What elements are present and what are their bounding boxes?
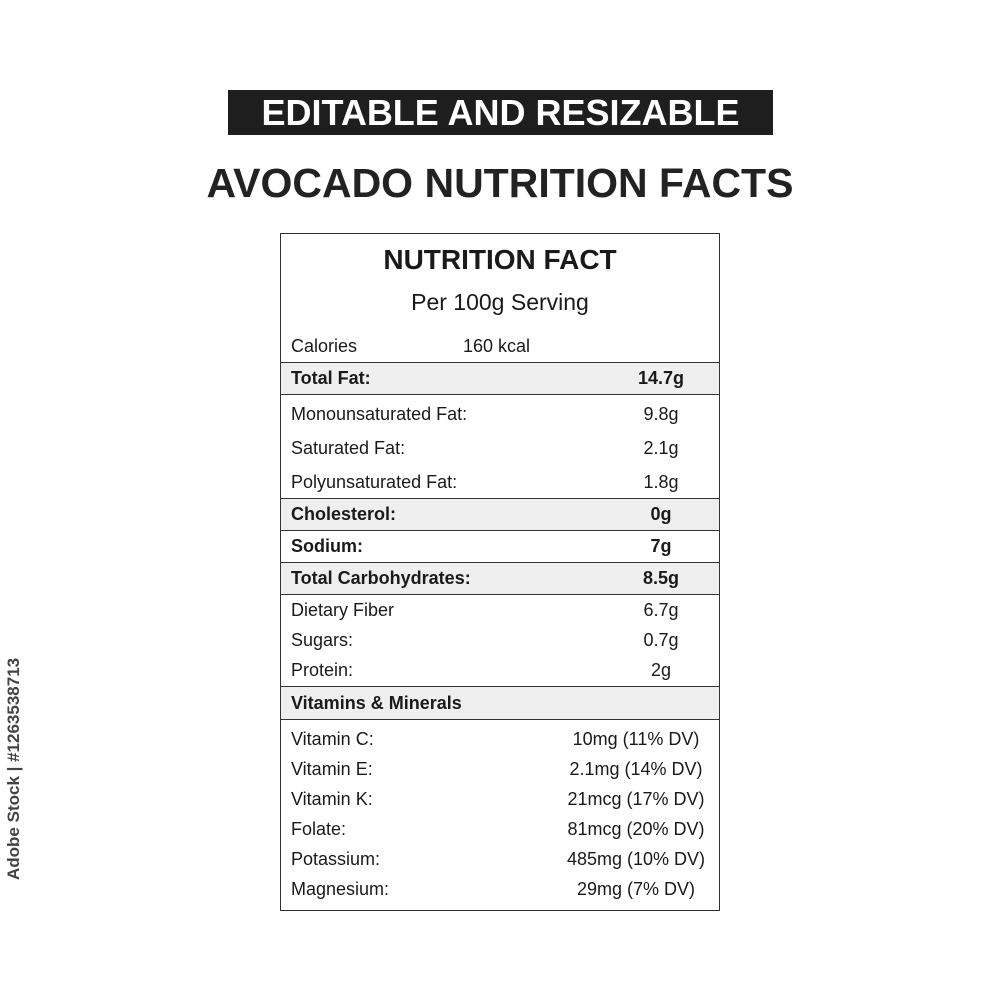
nutrient-value: 1.8g (643, 472, 679, 492)
nutrient-name: Total Fat: (291, 368, 371, 388)
nutrient-value: 81mcg (20% DV) (567, 819, 705, 839)
serving-size: Per 100g Serving (411, 289, 589, 315)
label-heading: NUTRITION FACT (383, 244, 617, 275)
nutrition-label: NUTRITION FACT Per 100g Serving Calories… (280, 233, 720, 911)
page-title: AVOCADO NUTRITION FACTS (206, 160, 794, 206)
calories-label: Calories (291, 336, 358, 356)
nutrient-value: 485mg (10% DV) (566, 849, 706, 869)
nutrient-value: 0.7g (643, 630, 679, 650)
calories-value: 160 kcal (463, 336, 531, 356)
carbs-row: Total Carbohydrates: 8.5g (281, 562, 719, 595)
nutrient-name: Cholesterol: (291, 504, 397, 524)
nutrient-name: Polyunsaturated Fat: (291, 472, 458, 492)
nutrient-value: 29mg (7% DV) (576, 879, 696, 899)
nutrient-name: Total Carbohydrates: (291, 568, 471, 588)
nutrient-value: 14.7g (637, 368, 685, 388)
nutrient-value: 2g (650, 660, 672, 680)
nutrient-value: 6.7g (643, 600, 679, 620)
nutrient-name: Vitamin E: (291, 759, 373, 779)
nutrient-value: 8.5g (642, 568, 680, 588)
nutrient-name: Vitamin C: (291, 729, 374, 749)
nutrient-name: Sodium: (291, 536, 363, 556)
nutrient-value: 7g (650, 536, 672, 556)
banner: EDITABLE AND RESIZABLE (228, 90, 773, 135)
nutrient-name: Sugars: (291, 630, 354, 650)
nutrient-name: Dietary Fiber (291, 600, 395, 620)
nutrient-name: Potassium: (291, 849, 381, 869)
sodium-row: Sodium: 7g (281, 530, 719, 563)
nutrient-value: 2.1mg (14% DV) (569, 759, 703, 779)
calories-row: Calories 160 kcal (291, 336, 530, 357)
vitamins-header: Vitamins & Minerals (281, 686, 719, 720)
nutrient-name: Vitamin K: (291, 789, 373, 809)
cholesterol-row: Cholesterol: 0g (281, 498, 719, 531)
nutrient-name: Protein: (291, 660, 354, 680)
nutrient-value: 2.1g (643, 438, 679, 458)
nutrient-value: 10mg (11% DV) (572, 729, 700, 749)
nutrient-name: Saturated Fat: (291, 438, 406, 458)
section-title: Vitamins & Minerals (291, 693, 462, 713)
watermark: Adobe Stock | #1263538713 (4, 657, 23, 880)
nutrient-name: Monounsaturated Fat: (291, 404, 468, 424)
nutrient-value: 21mcg (17% DV) (567, 789, 705, 809)
total-fat-row: Total Fat: 14.7g (281, 362, 719, 395)
nutrient-name: Magnesium: (291, 879, 390, 899)
nutrient-value: 9.8g (643, 404, 679, 424)
nutrient-value: 0g (650, 504, 672, 524)
nutrient-name: Folate: (291, 819, 347, 839)
